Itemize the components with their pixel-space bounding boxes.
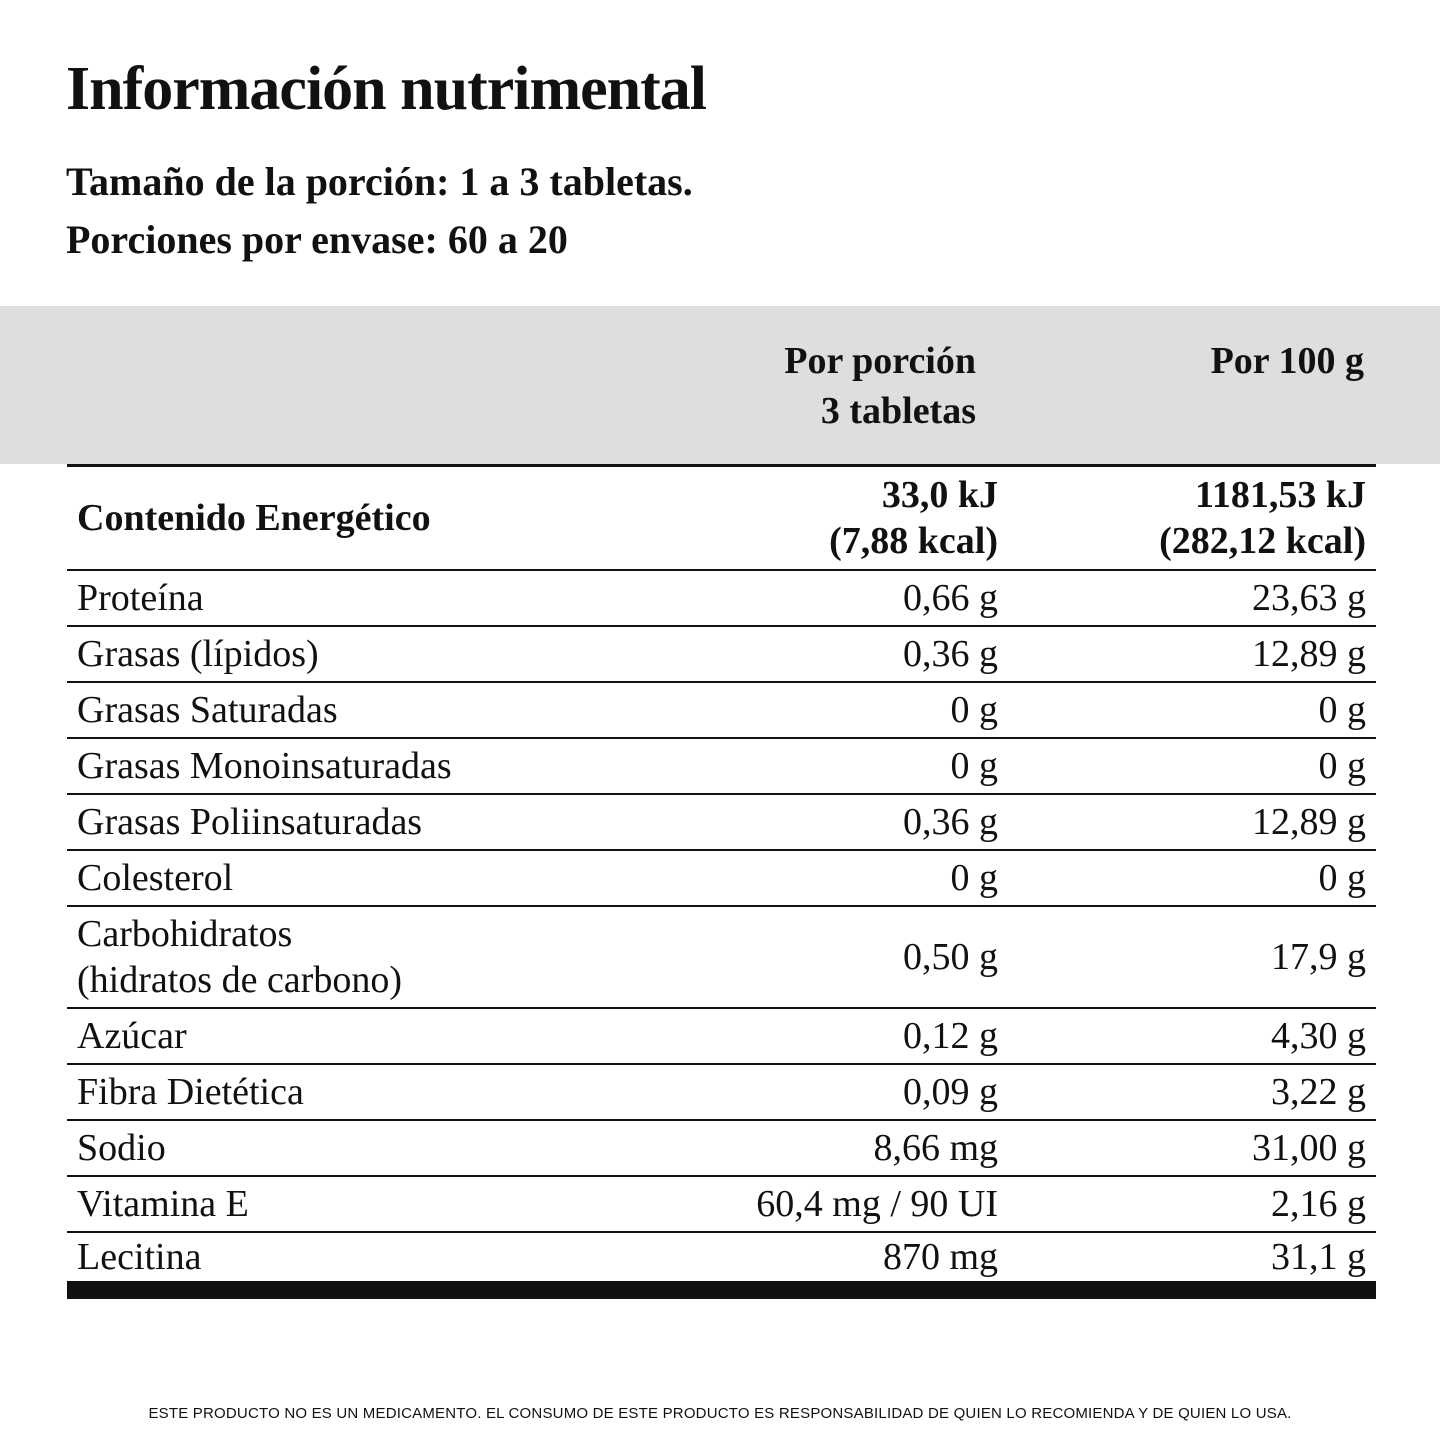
row-value-per-100g: 23,63 g xyxy=(1252,577,1366,619)
table-row: Fibra Dietética 0,09 g 3,22 g xyxy=(67,1065,1376,1121)
row-label: Azúcar xyxy=(77,1015,187,1057)
row-value-per-100g: 31,1 g xyxy=(1271,1236,1366,1278)
table-header-band xyxy=(0,306,1440,464)
row-value-per-serving: 33,0 kJ (7,88 kcal) xyxy=(829,474,998,562)
table-row: Proteína 0,66 g 23,63 g xyxy=(67,571,1376,627)
row-value-per-serving: 0 g xyxy=(950,745,999,787)
row-value-per-100g: 12,89 g xyxy=(1252,801,1366,843)
row-value-per-serving: 870 mg xyxy=(882,1236,998,1278)
row-label: Grasas Poliinsaturadas xyxy=(77,801,423,843)
row-value-per-100g: 0 g xyxy=(1318,689,1367,731)
row-value-per-serving: 8,66 mg xyxy=(873,1127,998,1169)
column-header-per-serving: Por porción 3 tabletas xyxy=(784,336,976,436)
row-value-per-100g: 2,16 g xyxy=(1271,1183,1366,1225)
row-label: Fibra Dietética xyxy=(77,1071,304,1113)
row-value-per-100g: 0 g xyxy=(1318,745,1367,787)
row-value-per-100g: 31,00 g xyxy=(1252,1127,1366,1169)
table-row: Colesterol 0 g 0 g xyxy=(67,851,1376,907)
table-row-energy: Contenido Energético 33,0 kJ (7,88 kcal) … xyxy=(67,467,1376,571)
row-value-per-100g: 0 g xyxy=(1318,857,1367,899)
column-header-per-serving-line2: 3 tabletas xyxy=(820,390,976,432)
table-row: Grasas (lípidos) 0,36 g 12,89 g xyxy=(67,627,1376,683)
row-value-per-serving: 0,12 g xyxy=(903,1015,998,1057)
row-label: Carbohidratos (hidratos de carbono) xyxy=(77,913,402,1001)
row-value-per-serving: 0 g xyxy=(950,689,999,731)
row-value-per-100g: 1181,53 kJ (282,12 kcal) xyxy=(1159,474,1366,562)
row-value-per-serving: 0,36 g xyxy=(903,801,998,843)
nutrition-table: Contenido Energético 33,0 kJ (7,88 kcal) … xyxy=(67,464,1376,1299)
row-value-per-serving: 0,09 g xyxy=(903,1071,998,1113)
table-row: Sodio 8,66 mg 31,00 g xyxy=(67,1121,1376,1177)
column-header-per-100g: Por 100 g xyxy=(1210,340,1364,382)
row-value-per-100g: 3,22 g xyxy=(1271,1071,1366,1113)
table-row: Lecitina 870 mg 31,1 g xyxy=(67,1233,1376,1299)
row-label: Vitamina E xyxy=(77,1183,249,1225)
disclaimer-footer: ESTE PRODUCTO NO ES UN MEDICAMENTO. EL C… xyxy=(148,1405,1292,1422)
row-value-per-serving: 0,66 g xyxy=(903,577,998,619)
row-label: Proteína xyxy=(77,577,204,619)
row-label: Lecitina xyxy=(77,1236,202,1278)
row-value-per-serving: 60,4 mg / 90 UI xyxy=(756,1183,998,1225)
table-row: Carbohidratos (hidratos de carbono) 0,50 … xyxy=(67,907,1376,1009)
row-value-per-100g: 4,30 g xyxy=(1271,1015,1366,1057)
column-header-per-serving-line1: Por porción xyxy=(784,340,976,382)
table-row: Grasas Monoinsaturadas 0 g 0 g xyxy=(67,739,1376,795)
row-label: Sodio xyxy=(77,1127,166,1169)
table-row: Grasas Saturadas 0 g 0 g xyxy=(67,683,1376,739)
row-value-per-serving: 0,50 g xyxy=(903,936,998,978)
row-label: Colesterol xyxy=(77,857,234,899)
servings-per-container: Porciones por envase: 60 a 20 xyxy=(66,217,568,262)
table-row: Azúcar 0,12 g 4,30 g xyxy=(67,1009,1376,1065)
row-label: Contenido Energético xyxy=(77,497,431,539)
row-value-per-serving: 0 g xyxy=(950,857,999,899)
row-value-per-serving: 0,36 g xyxy=(903,633,998,675)
serving-size: Tamaño de la porción: 1 a 3 tabletas. xyxy=(66,159,693,204)
table-row: Vitamina E 60,4 mg / 90 UI 2,16 g xyxy=(67,1177,1376,1233)
row-label: Grasas Monoinsaturadas xyxy=(77,745,452,787)
table-row: Grasas Poliinsaturadas 0,36 g 12,89 g xyxy=(67,795,1376,851)
page-title: Información nutrimental xyxy=(66,55,707,123)
row-label: Grasas Saturadas xyxy=(77,689,338,731)
row-label: Grasas (lípidos) xyxy=(77,633,319,675)
row-value-per-100g: 12,89 g xyxy=(1252,633,1366,675)
row-value-per-100g: 17,9 g xyxy=(1271,936,1366,978)
